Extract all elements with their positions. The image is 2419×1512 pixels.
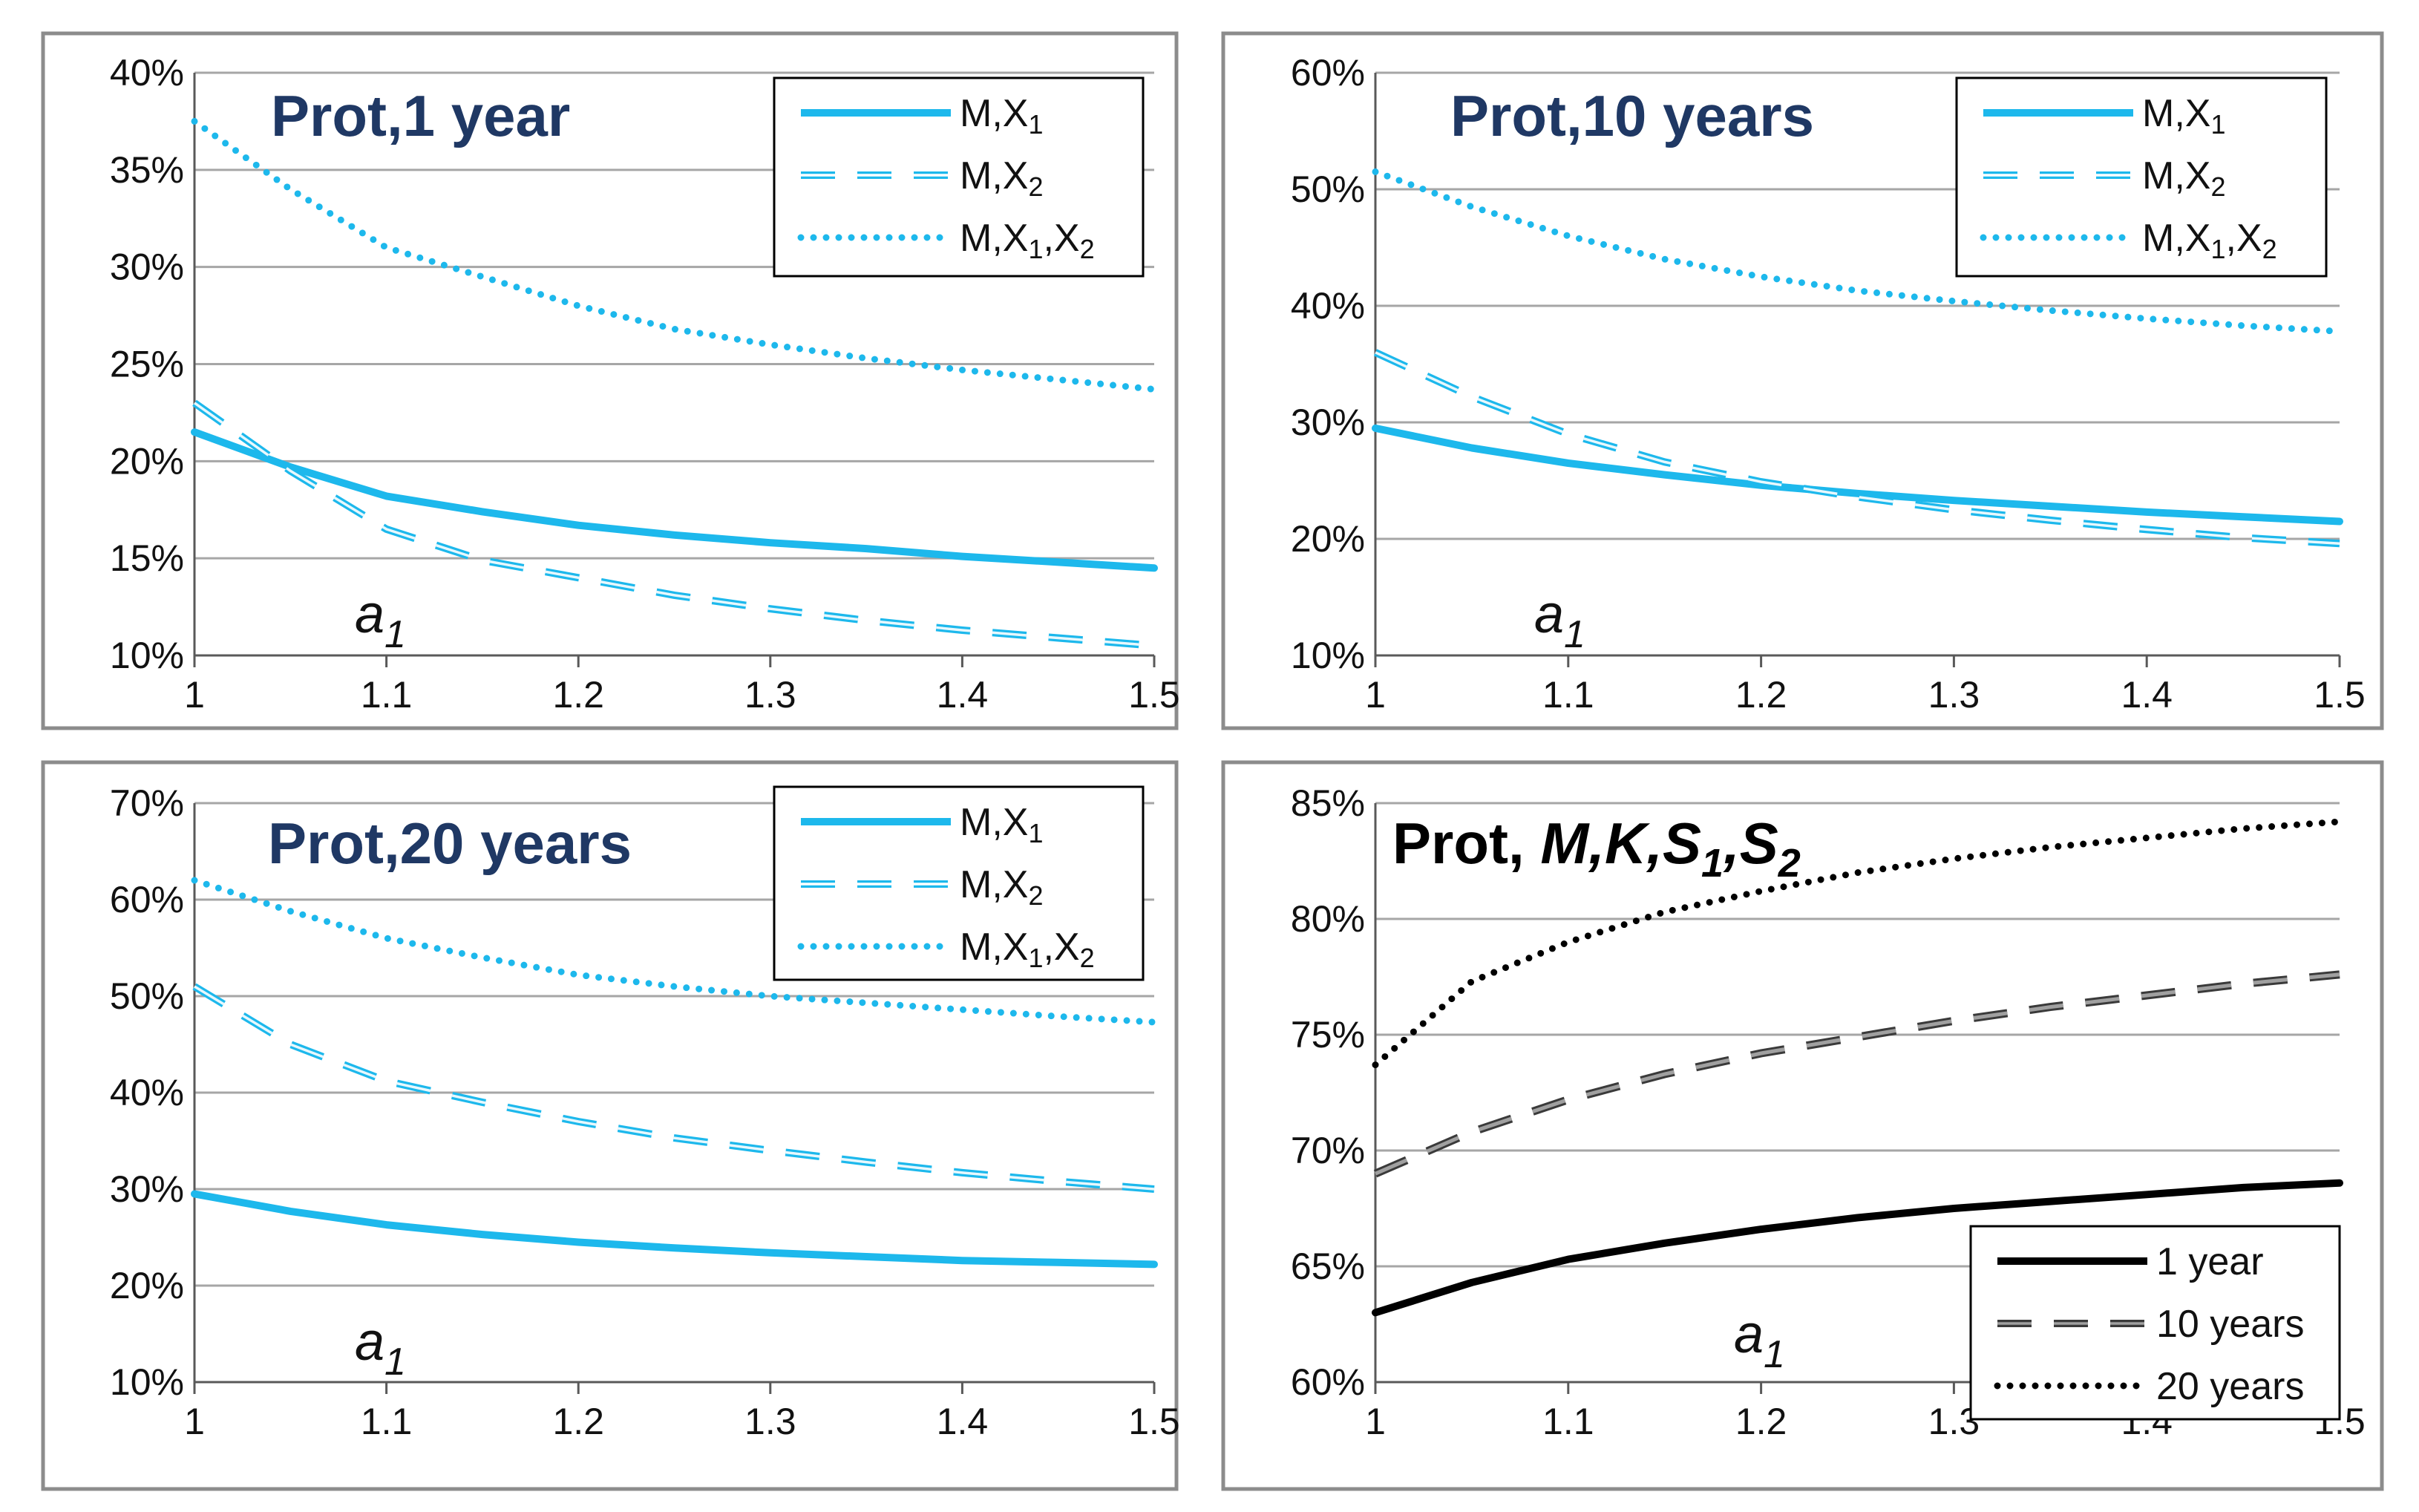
x-tick-label: 1.3 — [744, 674, 796, 716]
panel-title: Prot, M,K,S1,S2 — [1392, 811, 1801, 886]
x-tick-label: 1.1 — [361, 1401, 413, 1442]
x-tick-label: 1.1 — [1542, 1401, 1594, 1442]
panel-prot-10-years: 10% 20% 30% 40% 50% 60% 1 1.1 1.2 1.3 1.4 1.5 Prot,1… — [1221, 31, 2384, 730]
legend-label: M,X1,X2 — [2142, 217, 2277, 264]
y-tick-label: 20% — [1291, 518, 1365, 560]
legend-label: M,X1 — [2142, 92, 2225, 140]
x-tick-label: 1 — [184, 674, 205, 716]
series-line-m-x1-x2 — [191, 117, 1158, 393]
panel-title: Prot,1 year — [271, 83, 570, 148]
legend-label: M,X2 — [2142, 154, 2225, 202]
legend-label: 20 years — [2156, 1365, 2304, 1408]
panel-title: Prot,20 years — [268, 811, 632, 876]
x-tick-label: 1.4 — [937, 674, 989, 716]
series-line-m-x1 — [191, 428, 1158, 572]
x-tick-label: 1.1 — [1542, 674, 1594, 716]
y-tick-label: 65% — [1291, 1246, 1365, 1287]
x-tick-label: 1 — [184, 1401, 205, 1442]
x-tick-label: 1 — [1365, 674, 1386, 716]
y-tick-label: 40% — [1291, 285, 1365, 327]
legend-label: 1 year — [2156, 1240, 2264, 1283]
y-tick-label: 10% — [110, 1361, 184, 1403]
panel-prot-20-years: 10% 20% 30% 40% 50% 60% 70% 1 1.1 1.2 1.3 1.4 1.5 Pro… — [41, 760, 1180, 1491]
series-line-m-x2-highlight — [194, 985, 1155, 1191]
legend-label: M,X1,X2 — [960, 217, 1095, 264]
y-tick-label: 30% — [110, 1168, 184, 1210]
legend-label: M,X1 — [960, 92, 1043, 140]
y-tick-label: 50% — [1291, 168, 1365, 210]
y-tick-label: 10% — [1291, 635, 1365, 676]
x-tick-label: 1 — [1365, 1401, 1386, 1442]
series-line-m-x1-x2 — [191, 877, 1158, 1026]
y-tick-label: 80% — [1291, 898, 1365, 940]
y-tick-label: 20% — [110, 440, 184, 482]
legend-label: M,X1 — [960, 801, 1043, 848]
legend: M,X1 M,X2 M,X1,X2 — [773, 76, 1145, 278]
series-line-m-x1 — [1372, 424, 2343, 526]
series-line-m-x2-highlight — [193, 402, 1155, 647]
y-tick-label: 25% — [110, 344, 184, 385]
y-tick-label: 10% — [110, 635, 184, 676]
x-tick-label: 1.3 — [1928, 674, 1980, 716]
y-tick-label: 85% — [1291, 782, 1365, 824]
x-tick-label: 1.2 — [552, 1401, 604, 1442]
legend: M,X1 M,X2 M,X1,X2 — [773, 785, 1145, 981]
x-tick-label: 1.5 — [2314, 674, 2366, 716]
legend-label: M,X2 — [960, 863, 1043, 911]
x-tick-label: 1.5 — [1128, 674, 1180, 716]
x-tick-label: 1.2 — [552, 674, 604, 716]
y-tick-label: 30% — [110, 246, 184, 288]
x-axis-label: a1 — [355, 1312, 406, 1384]
y-tick-label: 50% — [110, 975, 184, 1017]
y-tick-label: 60% — [110, 879, 184, 920]
series-line-20-years — [1372, 818, 2343, 1069]
series-line-m-x1-x2 — [1372, 168, 2343, 335]
y-tick-label: 35% — [110, 149, 184, 191]
y-tick-label: 60% — [1291, 52, 1365, 94]
x-axis-label: a1 — [1534, 585, 1585, 656]
panel-prot-1-year: 10% 15% 20% 25% 30% 35% 40% 1 1.1 1.2 1.3 1.4 1.5 Pro… — [41, 31, 1180, 730]
panel-prot-mks1s2: 60%65%70%75%80%85%1 1.1 1.2 1.3 1.4 1.5Prot, … — [1221, 760, 2384, 1491]
x-tick-label: 1.4 — [2121, 674, 2173, 716]
legend-label: M,X2 — [960, 154, 1043, 202]
legend: M,X1 M,X2 M,X1,X2 — [1955, 76, 2328, 278]
x-tick-label: 1.2 — [1735, 1401, 1787, 1442]
series-line-m-x2-highlight — [1375, 351, 2340, 546]
series-line-m-x1 — [191, 1190, 1158, 1269]
x-tick-label: 1.5 — [1128, 1401, 1180, 1442]
y-tick-label: 70% — [110, 782, 184, 824]
y-tick-label: 40% — [110, 52, 184, 94]
y-tick-label: 20% — [110, 1265, 184, 1306]
legend: 1 year 10 years 20 years — [1969, 1225, 2341, 1421]
series-line-1-year — [1372, 1179, 2343, 1317]
series-line-10-years-highlight — [1375, 972, 2340, 1176]
y-tick-label: 15% — [110, 537, 184, 579]
y-tick-label: 70% — [1291, 1130, 1365, 1171]
x-axis-label: a1 — [1734, 1305, 1785, 1376]
legend-label: 10 years — [2156, 1303, 2304, 1346]
x-tick-label: 1.3 — [744, 1401, 796, 1442]
y-tick-label: 60% — [1291, 1361, 1365, 1403]
y-tick-label: 40% — [110, 1072, 184, 1113]
x-tick-label: 1.2 — [1735, 674, 1787, 716]
y-tick-label: 75% — [1291, 1014, 1365, 1056]
panel-title: Prot,10 years — [1450, 83, 1814, 148]
x-axis-label: a1 — [355, 585, 406, 656]
x-tick-label: 1.1 — [361, 674, 413, 716]
x-tick-label: 1.4 — [937, 1401, 989, 1442]
legend-label: M,X1,X2 — [960, 926, 1095, 973]
y-tick-label: 30% — [1291, 402, 1365, 443]
